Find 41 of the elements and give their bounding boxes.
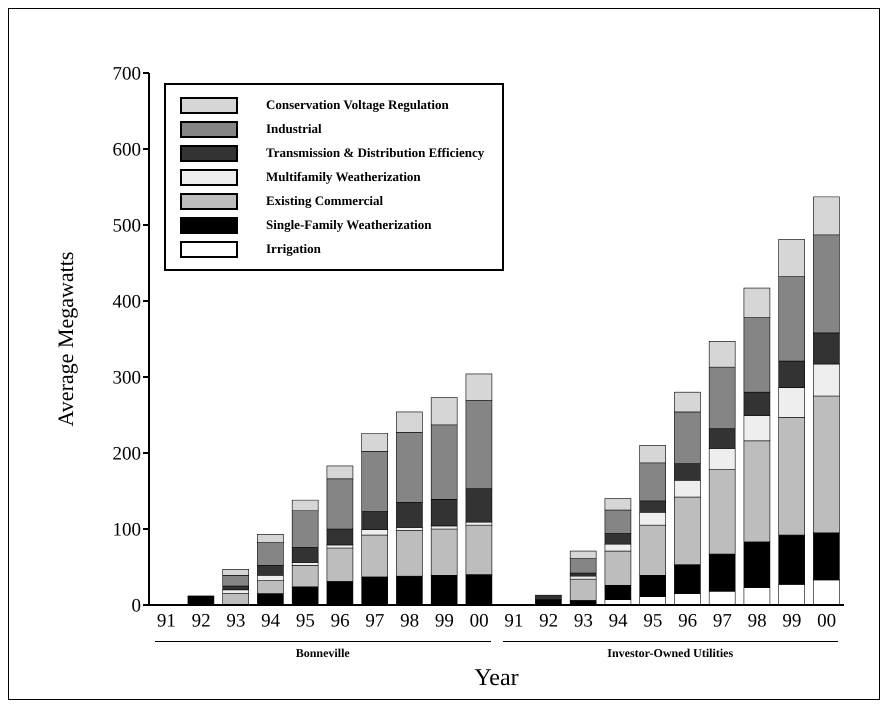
y-tick-label: 500 <box>112 216 141 237</box>
x-tick-label: 99 <box>782 610 802 632</box>
x-tick-label: 93 <box>574 610 593 632</box>
x-tick-label: 96 <box>678 610 698 632</box>
x-tick-label: 95 <box>643 610 662 632</box>
x-tick-label: 99 <box>434 610 454 632</box>
x-tick-label: 93 <box>226 610 246 632</box>
x-tick-label: 91 <box>156 610 176 632</box>
bar <box>570 578 596 601</box>
text: Investor-Owned Utilities <box>502 641 838 661</box>
legend-label: Irrigation <box>266 241 321 257</box>
x-tick-label: 00 <box>817 610 836 632</box>
legend-label: Conservation Voltage Regulation <box>266 97 449 113</box>
y-tick-label: 300 <box>112 368 141 389</box>
x-tick-label: 97 <box>365 610 384 632</box>
y-tick-label: 200 <box>112 444 141 465</box>
x-tick-label: 98 <box>748 610 767 632</box>
x-tick-label: 91 <box>504 610 524 632</box>
x-tick-label: 96 <box>330 610 350 632</box>
legend-label: Transmission & Distribution Efficiency <box>266 145 484 161</box>
y-tick-label: 600 <box>112 140 141 161</box>
x-tick-label: 97 <box>712 610 732 632</box>
x-tick-label: 98 <box>400 610 420 632</box>
legend-label: Existing Commercial <box>266 193 384 209</box>
x-tick-label: 92 <box>539 610 558 632</box>
y-tick-label: 400 <box>112 292 141 313</box>
y-tick-label: 700 <box>112 64 141 85</box>
x-tick-label: 94 <box>261 610 281 632</box>
x-tick-label: 94 <box>608 610 628 632</box>
x-tick-label: 92 <box>192 610 211 632</box>
x-axis-title: Year <box>473 665 520 692</box>
y-tick-label: 100 <box>112 520 141 541</box>
legend-label: Multifamily Weatherization <box>266 169 421 185</box>
bar <box>535 594 562 600</box>
legend-label: Industrial <box>266 121 322 137</box>
y-axis-title: Average Megawatts <box>52 252 78 426</box>
y-tick-label: 0 <box>132 596 141 617</box>
x-tick-label: 00 <box>470 610 489 632</box>
legend-label: Single-Family Weatherization <box>266 217 432 233</box>
text: Bonneville <box>155 641 490 661</box>
x-tick-label: 95 <box>296 610 315 632</box>
